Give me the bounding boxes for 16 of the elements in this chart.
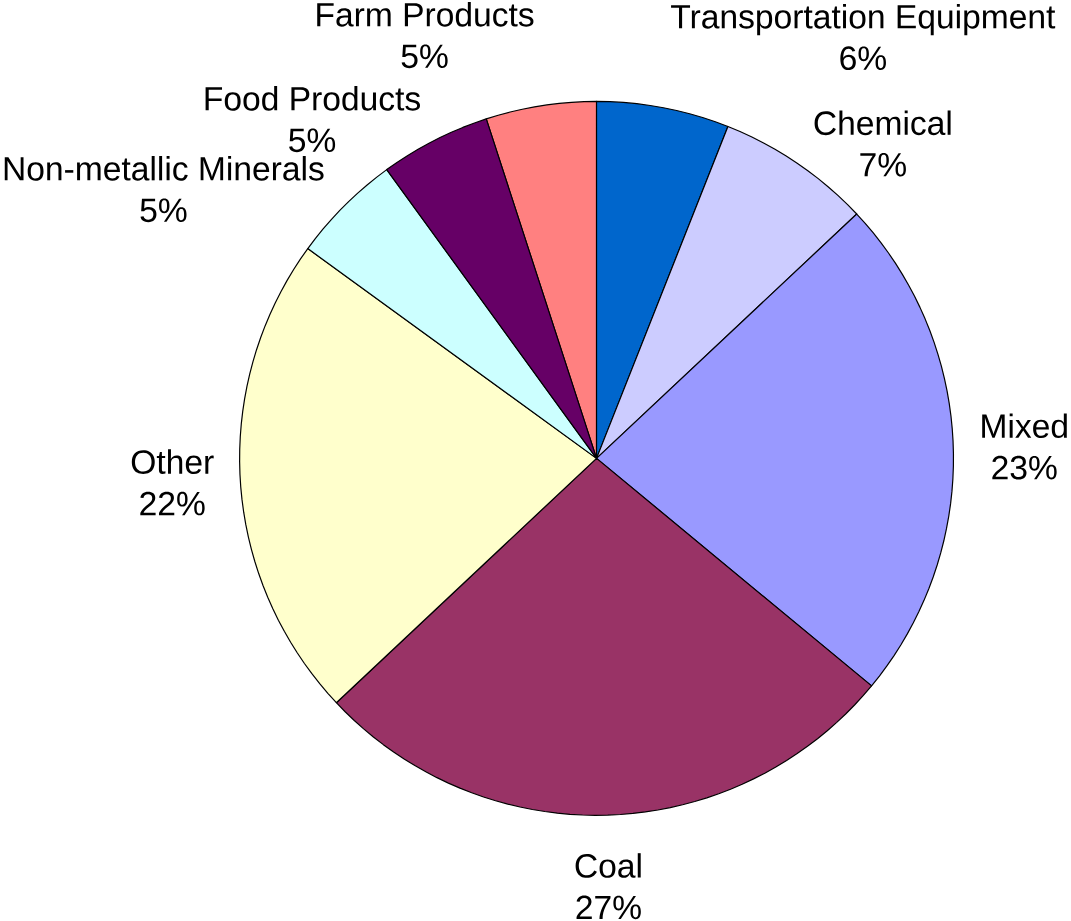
slice-label: Farm Products — [317, 1, 534, 27]
slice-label: Food Products — [205, 85, 420, 111]
data-label: 22% — [140, 491, 205, 516]
data-label: 7% — [860, 152, 906, 177]
data-label: 5% — [289, 128, 336, 153]
slice-label: Coal — [575, 853, 641, 878]
data-label: 27% — [576, 895, 641, 920]
slice-label: Transportation Equipment — [671, 3, 1056, 36]
data-label: 6% — [840, 46, 886, 71]
slice-label: Non-metallic Minerals — [4, 155, 324, 181]
data-label: 5% — [401, 44, 448, 69]
slice-label: Mixed — [982, 413, 1067, 438]
data-label: 5% — [140, 198, 187, 223]
slice-label: Chemical — [814, 110, 951, 136]
slice-label: Other — [131, 449, 214, 474]
data-label: 23% — [992, 455, 1057, 480]
